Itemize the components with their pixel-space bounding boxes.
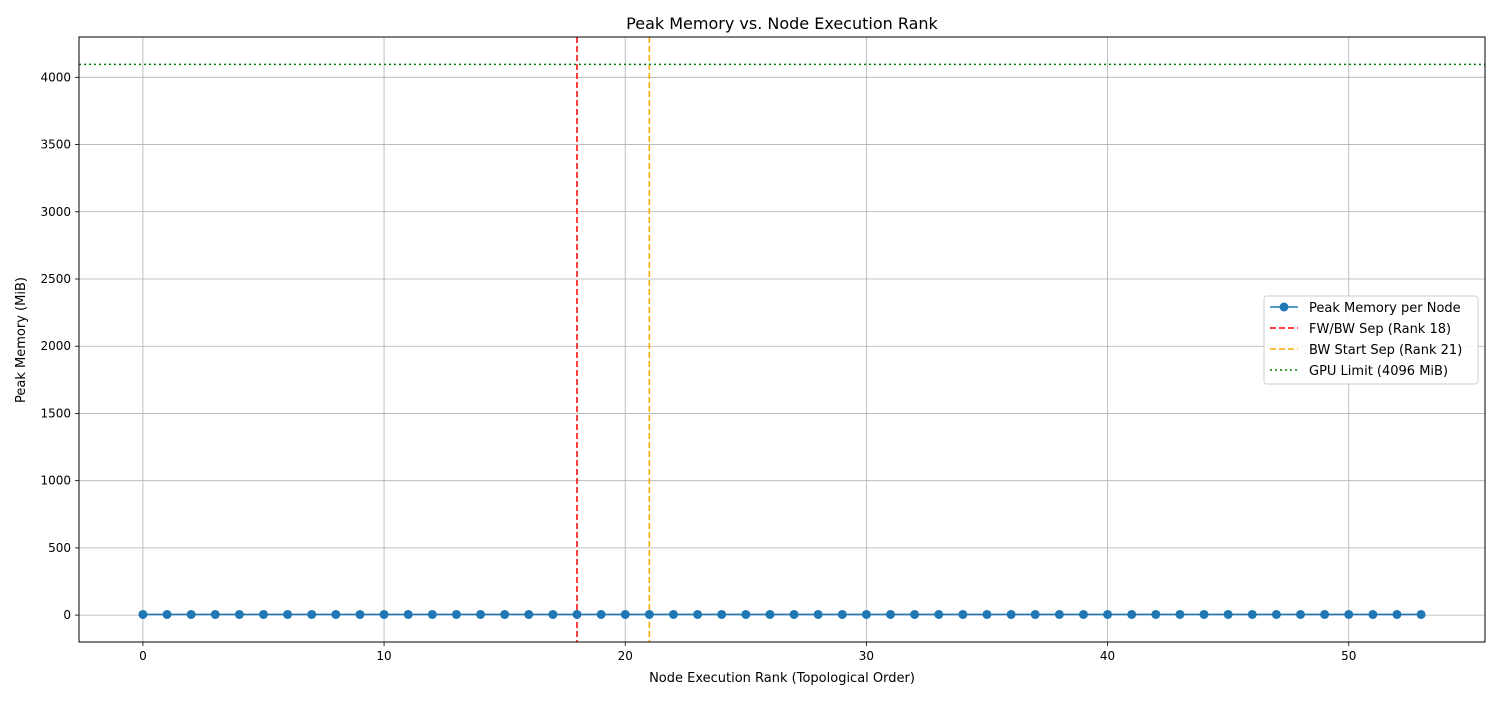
reference-lines	[79, 37, 1485, 642]
y-tick-label: 2500	[40, 272, 71, 286]
data-point	[910, 609, 920, 619]
data-point	[717, 609, 727, 619]
data-point	[162, 609, 172, 619]
data-point	[1296, 609, 1306, 619]
data-series	[138, 609, 1426, 619]
data-point	[427, 609, 437, 619]
data-point	[886, 609, 896, 619]
data-point	[524, 609, 534, 619]
data-point	[668, 609, 678, 619]
data-point	[210, 609, 220, 619]
data-point	[765, 609, 775, 619]
data-point	[403, 609, 413, 619]
data-point	[861, 609, 871, 619]
grid	[79, 37, 1485, 642]
data-point	[138, 609, 148, 619]
data-point	[1416, 609, 1426, 619]
data-point	[476, 609, 486, 619]
legend-label-1: FW/BW Sep (Rank 18)	[1309, 322, 1451, 337]
data-point	[1054, 609, 1064, 619]
data-point	[789, 609, 799, 619]
y-tick-label: 0	[63, 608, 71, 622]
y-tick-label: 4000	[40, 70, 71, 84]
data-point	[596, 609, 606, 619]
axis-ticks: 0 10 20 30 40 5005001000150020002500300035004…	[40, 70, 1356, 663]
y-tick-label: 3500	[40, 138, 71, 152]
data-point	[234, 609, 244, 619]
data-point	[258, 609, 268, 619]
data-point	[283, 609, 293, 619]
data-point	[307, 609, 317, 619]
y-tick-label: 1500	[40, 406, 71, 420]
data-point	[1223, 609, 1233, 619]
x-tick-label: 50	[1341, 649, 1356, 663]
data-point	[1151, 609, 1161, 619]
x-tick-label: 30	[859, 649, 874, 663]
data-point	[1247, 609, 1257, 619]
chart-title: Peak Memory vs. Node Execution Rank	[626, 14, 938, 33]
data-point	[1175, 609, 1185, 619]
x-tick-label: 40	[1100, 649, 1115, 663]
legend: Peak Memory per Node FW/BW Sep (Rank 18) B…	[1263, 295, 1479, 385]
y-tick-label: 3000	[40, 205, 71, 219]
data-point	[572, 609, 582, 619]
legend-label-0: Peak Memory per Node	[1309, 301, 1461, 316]
data-point	[934, 609, 944, 619]
data-point	[1006, 609, 1016, 619]
legend-box	[1263, 295, 1479, 385]
data-point	[451, 609, 461, 619]
x-tick-label: 10	[376, 649, 391, 663]
y-axis-label: Peak Memory (MiB)	[14, 277, 29, 403]
data-point	[1103, 609, 1113, 619]
x-tick-label: 0	[139, 649, 147, 663]
legend-label-3: GPU Limit (4096 MiB)	[1309, 364, 1448, 379]
data-point	[1199, 609, 1209, 619]
y-tick-label: 500	[48, 541, 71, 555]
legend-label-2: BW Start Sep (Rank 21)	[1309, 343, 1462, 358]
data-point	[1368, 609, 1378, 619]
x-tick-label: 20	[618, 649, 633, 663]
data-point	[837, 609, 847, 619]
plot-frame	[78, 36, 1486, 643]
data-point	[500, 609, 510, 619]
data-point	[548, 609, 558, 619]
data-point	[644, 609, 654, 619]
data-point	[813, 609, 823, 619]
data-point	[379, 609, 389, 619]
data-point	[1127, 609, 1137, 619]
data-point	[355, 609, 365, 619]
data-point	[741, 609, 751, 619]
data-point	[693, 609, 703, 619]
legend-marker-0	[1279, 302, 1289, 312]
data-point	[186, 609, 196, 619]
y-tick-label: 2000	[40, 339, 71, 353]
data-point	[1344, 609, 1354, 619]
data-point	[331, 609, 341, 619]
data-point	[1320, 609, 1330, 619]
data-point	[620, 609, 630, 619]
data-point	[1030, 609, 1040, 619]
data-point	[982, 609, 992, 619]
data-point	[1392, 609, 1402, 619]
data-point	[1078, 609, 1088, 619]
y-tick-label: 1000	[40, 474, 71, 488]
x-axis-label: Node Execution Rank (Topological Order)	[649, 671, 915, 686]
data-point	[1271, 609, 1281, 619]
data-point	[958, 609, 968, 619]
